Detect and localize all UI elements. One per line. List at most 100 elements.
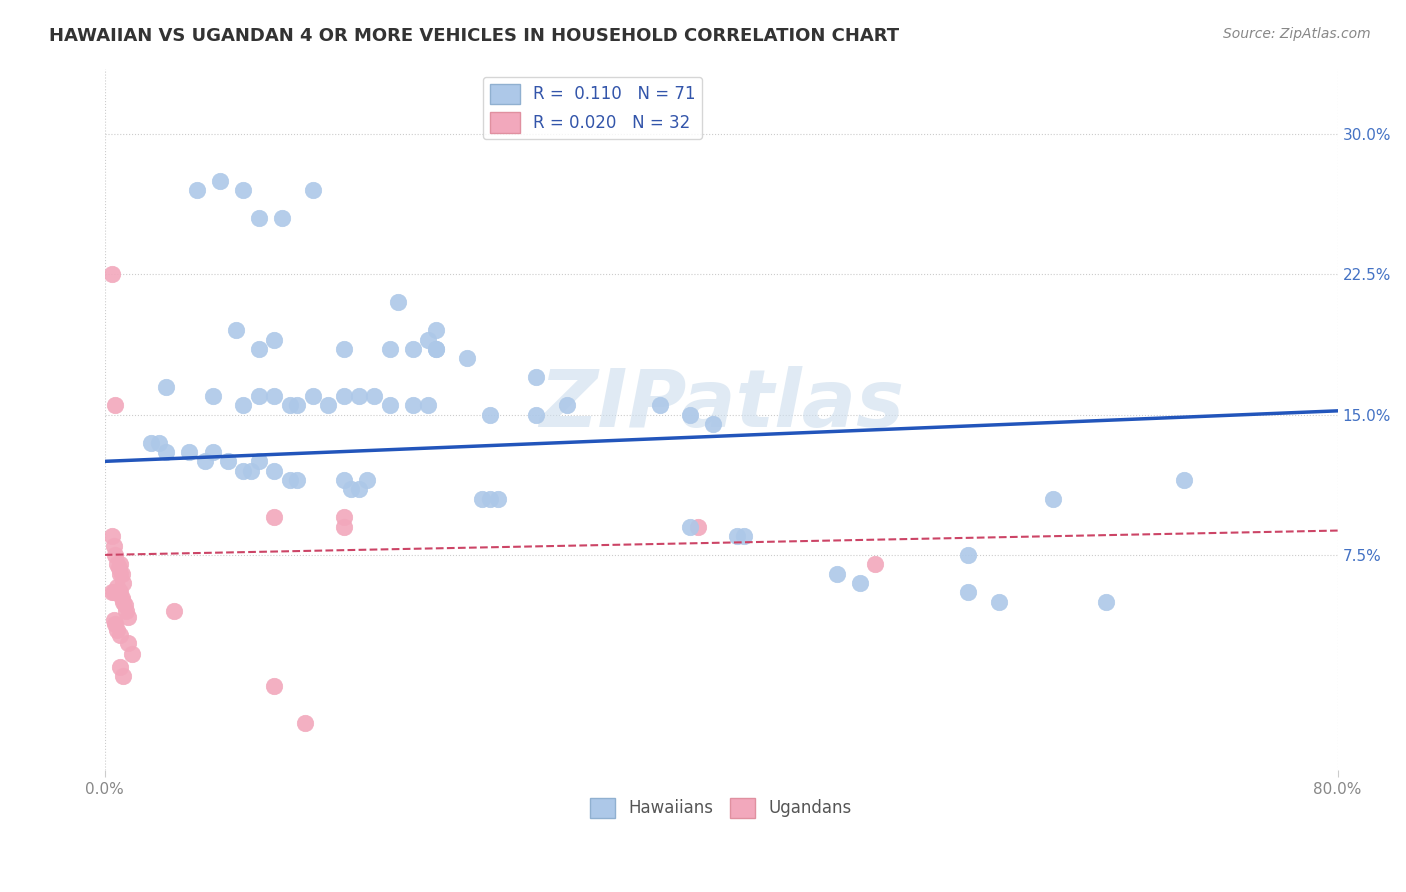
- Point: [201, 445, 224, 459]
- Point: [148, 435, 170, 450]
- Point: [101, 267, 124, 281]
- Point: [201, 389, 224, 403]
- Point: [105, 580, 128, 594]
- Point: [278, 398, 301, 412]
- Point: [225, 323, 247, 337]
- Point: [478, 491, 501, 506]
- Point: [114, 599, 136, 613]
- Point: [418, 333, 440, 347]
- Point: [101, 585, 124, 599]
- Point: [340, 483, 363, 497]
- Point: [103, 613, 125, 627]
- Point: [112, 576, 135, 591]
- Text: ZIPatlas: ZIPatlas: [538, 367, 904, 444]
- Point: [363, 389, 385, 403]
- Point: [105, 558, 128, 572]
- Point: [524, 408, 547, 422]
- Point: [956, 548, 979, 562]
- Point: [378, 342, 401, 356]
- Point: [849, 576, 872, 591]
- Point: [356, 473, 378, 487]
- Point: [347, 483, 370, 497]
- Point: [209, 174, 232, 188]
- Point: [107, 561, 129, 575]
- Point: [425, 342, 447, 356]
- Point: [112, 594, 135, 608]
- Point: [155, 379, 177, 393]
- Point: [648, 398, 671, 412]
- Point: [825, 566, 848, 581]
- Point: [387, 295, 409, 310]
- Point: [865, 558, 887, 572]
- Point: [105, 623, 128, 637]
- Point: [332, 520, 354, 534]
- Point: [456, 351, 478, 366]
- Point: [686, 520, 709, 534]
- Point: [332, 342, 354, 356]
- Point: [112, 669, 135, 683]
- Point: [987, 594, 1010, 608]
- Point: [332, 510, 354, 524]
- Point: [232, 398, 254, 412]
- Point: [263, 333, 285, 347]
- Point: [555, 398, 578, 412]
- Point: [115, 604, 138, 618]
- Point: [486, 491, 509, 506]
- Point: [733, 529, 755, 543]
- Point: [271, 211, 294, 226]
- Point: [418, 398, 440, 412]
- Point: [117, 636, 139, 650]
- Point: [425, 342, 447, 356]
- Point: [301, 183, 323, 197]
- Point: [217, 454, 239, 468]
- Point: [478, 408, 501, 422]
- Point: [104, 617, 127, 632]
- Point: [108, 660, 131, 674]
- Point: [111, 566, 134, 581]
- Point: [471, 491, 494, 506]
- Point: [378, 398, 401, 412]
- Point: [294, 716, 316, 731]
- Point: [186, 183, 208, 197]
- Point: [263, 464, 285, 478]
- Point: [679, 408, 702, 422]
- Point: [108, 628, 131, 642]
- Point: [402, 342, 425, 356]
- Point: [103, 585, 125, 599]
- Point: [247, 454, 270, 468]
- Point: [163, 604, 186, 618]
- Point: [247, 342, 270, 356]
- Point: [104, 398, 127, 412]
- Point: [285, 473, 308, 487]
- Point: [179, 445, 201, 459]
- Point: [139, 435, 162, 450]
- Point: [232, 464, 254, 478]
- Point: [108, 566, 131, 581]
- Text: HAWAIIAN VS UGANDAN 4 OR MORE VEHICLES IN HOUSEHOLD CORRELATION CHART: HAWAIIAN VS UGANDAN 4 OR MORE VEHICLES I…: [49, 27, 900, 45]
- Point: [104, 585, 127, 599]
- Point: [332, 473, 354, 487]
- Point: [263, 679, 285, 693]
- Point: [332, 389, 354, 403]
- Point: [247, 211, 270, 226]
- Point: [425, 323, 447, 337]
- Point: [1173, 473, 1195, 487]
- Point: [117, 609, 139, 624]
- Point: [103, 539, 125, 553]
- Point: [1042, 491, 1064, 506]
- Legend: Hawaiians, Ugandans: Hawaiians, Ugandans: [583, 791, 859, 825]
- Point: [301, 389, 323, 403]
- Point: [111, 591, 134, 605]
- Point: [402, 398, 425, 412]
- Text: Source: ZipAtlas.com: Source: ZipAtlas.com: [1223, 27, 1371, 41]
- Point: [101, 529, 124, 543]
- Point: [263, 510, 285, 524]
- Point: [155, 445, 177, 459]
- Point: [121, 647, 143, 661]
- Point: [725, 529, 748, 543]
- Point: [524, 370, 547, 384]
- Point: [104, 548, 127, 562]
- Point: [194, 454, 217, 468]
- Point: [285, 398, 308, 412]
- Point: [316, 398, 339, 412]
